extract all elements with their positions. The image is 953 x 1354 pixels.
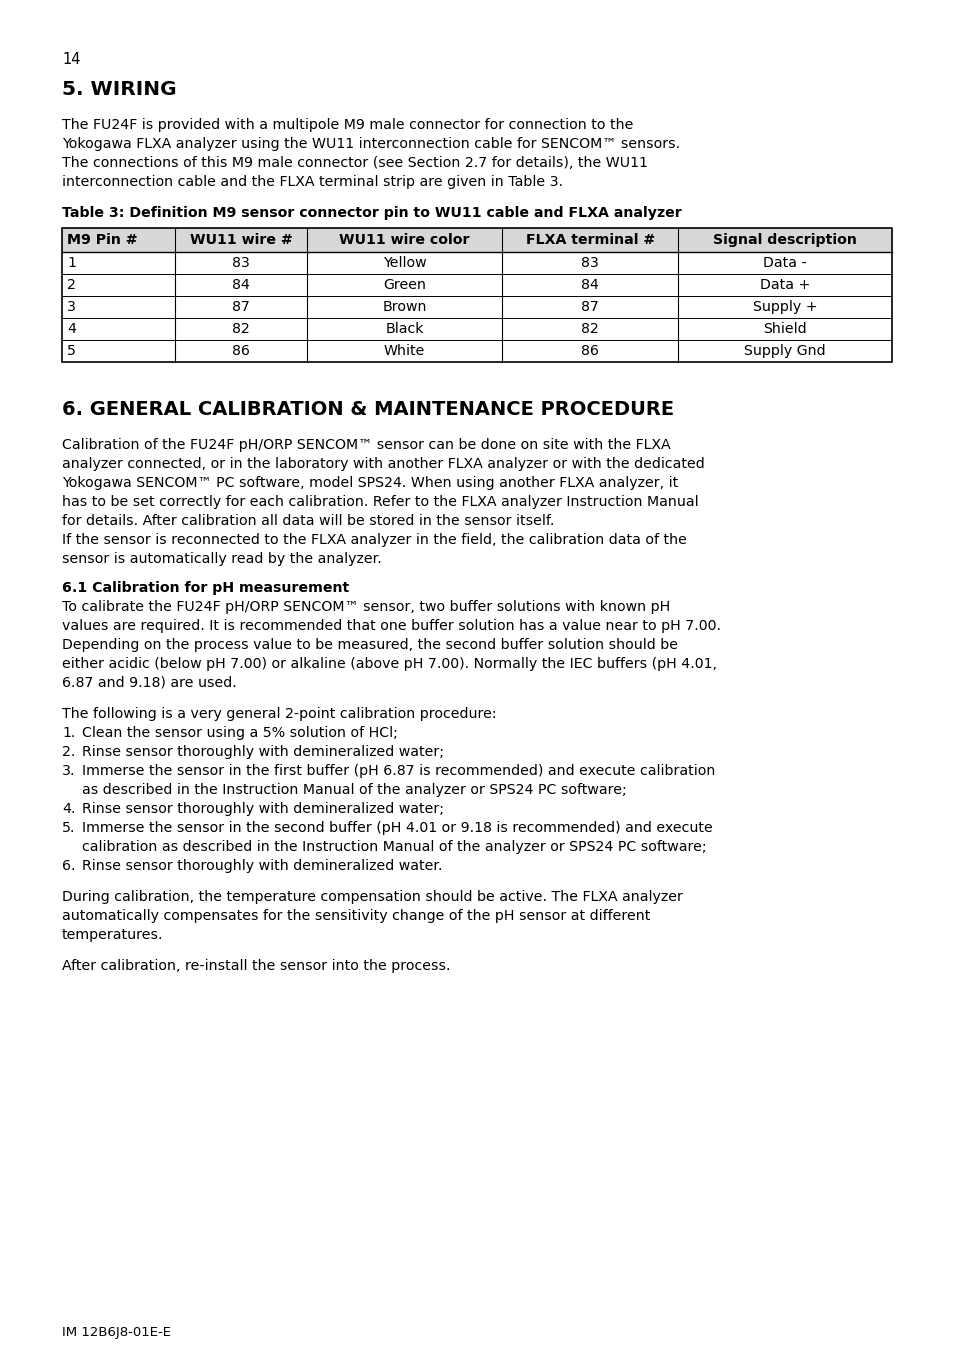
Text: either acidic (below pH 7.00) or alkaline (above pH 7.00). Normally the IEC buff: either acidic (below pH 7.00) or alkalin… <box>62 657 717 672</box>
Text: Depending on the process value to be measured, the second buffer solution should: Depending on the process value to be mea… <box>62 638 678 653</box>
Text: Immerse the sensor in the second buffer (pH 4.01 or 9.18 is recommended) and exe: Immerse the sensor in the second buffer … <box>82 821 712 835</box>
Text: During calibration, the temperature compensation should be active. The FLXA anal: During calibration, the temperature comp… <box>62 890 682 904</box>
Text: 87: 87 <box>580 301 598 314</box>
Text: 83: 83 <box>580 256 598 269</box>
Text: 3.: 3. <box>62 764 75 779</box>
Text: Data -: Data - <box>762 256 806 269</box>
Text: 5.: 5. <box>62 821 75 835</box>
Text: 1: 1 <box>67 256 76 269</box>
Text: 86: 86 <box>232 344 250 357</box>
Bar <box>62 227 891 252</box>
Text: 2: 2 <box>67 278 76 292</box>
Text: 6.87 and 9.18) are used.: 6.87 and 9.18) are used. <box>62 676 236 691</box>
Text: Green: Green <box>383 278 426 292</box>
Text: 87: 87 <box>232 301 250 314</box>
Text: values are required. It is recommended that one buffer solution has a value near: values are required. It is recommended t… <box>62 619 720 634</box>
Text: 1.: 1. <box>62 726 75 741</box>
Text: FLXA terminal #: FLXA terminal # <box>525 233 654 246</box>
Text: Yellow: Yellow <box>382 256 426 269</box>
Text: Black: Black <box>385 322 423 336</box>
Text: 86: 86 <box>580 344 598 357</box>
Text: Shield: Shield <box>762 322 806 336</box>
Text: calibration as described in the Instruction Manual of the analyzer or SPS24 PC s: calibration as described in the Instruct… <box>82 839 706 854</box>
Text: WU11 wire #: WU11 wire # <box>190 233 293 246</box>
Text: Rinse sensor thoroughly with demineralized water.: Rinse sensor thoroughly with demineraliz… <box>82 858 442 873</box>
Text: automatically compensates for the sensitivity change of the pH sensor at differe: automatically compensates for the sensit… <box>62 909 650 923</box>
Text: interconnection cable and the FLXA terminal strip are given in Table 3.: interconnection cable and the FLXA termi… <box>62 175 562 190</box>
Text: 4.: 4. <box>62 802 75 816</box>
Text: 14: 14 <box>62 51 80 66</box>
Text: The FU24F is provided with a multipole M9 male connector for connection to the: The FU24F is provided with a multipole M… <box>62 118 633 131</box>
Text: M9 Pin #: M9 Pin # <box>67 233 137 246</box>
Text: 84: 84 <box>580 278 598 292</box>
Text: Supply Gnd: Supply Gnd <box>743 344 825 357</box>
Text: Clean the sensor using a 5% solution of HCl;: Clean the sensor using a 5% solution of … <box>82 726 397 741</box>
Bar <box>62 227 891 362</box>
Text: To calibrate the FU24F pH/ORP SENCOM™ sensor, two buffer solutions with known pH: To calibrate the FU24F pH/ORP SENCOM™ se… <box>62 600 670 613</box>
Text: 82: 82 <box>233 322 250 336</box>
Text: 6.: 6. <box>62 858 75 873</box>
Text: If the sensor is reconnected to the FLXA analyzer in the field, the calibration : If the sensor is reconnected to the FLXA… <box>62 533 686 547</box>
Text: Brown: Brown <box>382 301 427 314</box>
Text: analyzer connected, or in the laboratory with another FLXA analyzer or with the : analyzer connected, or in the laboratory… <box>62 458 704 471</box>
Text: Rinse sensor thoroughly with demineralized water;: Rinse sensor thoroughly with demineraliz… <box>82 802 443 816</box>
Text: 82: 82 <box>580 322 598 336</box>
Text: 84: 84 <box>232 278 250 292</box>
Text: Rinse sensor thoroughly with demineralized water;: Rinse sensor thoroughly with demineraliz… <box>82 745 443 760</box>
Text: Data +: Data + <box>760 278 809 292</box>
Text: 4: 4 <box>67 322 76 336</box>
Text: Table 3: Definition M9 sensor connector pin to WU11 cable and FLXA analyzer: Table 3: Definition M9 sensor connector … <box>62 206 681 219</box>
Text: 6.1 Calibration for pH measurement: 6.1 Calibration for pH measurement <box>62 581 349 594</box>
Text: Signal description: Signal description <box>713 233 856 246</box>
Text: as described in the Instruction Manual of the analyzer or SPS24 PC software;: as described in the Instruction Manual o… <box>82 783 626 798</box>
Text: Calibration of the FU24F pH/ORP SENCOM™ sensor can be done on site with the FLXA: Calibration of the FU24F pH/ORP SENCOM™ … <box>62 437 670 452</box>
Text: The connections of this M9 male connector (see Section 2.7 for details), the WU1: The connections of this M9 male connecto… <box>62 156 647 171</box>
Text: for details. After calibration all data will be stored in the sensor itself.: for details. After calibration all data … <box>62 515 554 528</box>
Text: 5. WIRING: 5. WIRING <box>62 80 176 99</box>
Text: 5: 5 <box>67 344 76 357</box>
Text: 2.: 2. <box>62 745 75 760</box>
Text: The following is a very general 2-point calibration procedure:: The following is a very general 2-point … <box>62 707 497 720</box>
Text: IM 12B6J8-01E-E: IM 12B6J8-01E-E <box>62 1326 171 1339</box>
Text: Yokogawa SENCOM™ PC software, model SPS24. When using another FLXA analyzer, it: Yokogawa SENCOM™ PC software, model SPS2… <box>62 477 678 490</box>
Text: Supply +: Supply + <box>752 301 817 314</box>
Text: 83: 83 <box>232 256 250 269</box>
Text: 3: 3 <box>67 301 76 314</box>
Text: White: White <box>384 344 425 357</box>
Text: Yokogawa FLXA analyzer using the WU11 interconnection cable for SENCOM™ sensors.: Yokogawa FLXA analyzer using the WU11 in… <box>62 137 679 152</box>
Text: sensor is automatically read by the analyzer.: sensor is automatically read by the anal… <box>62 552 381 566</box>
Text: has to be set correctly for each calibration. Refer to the FLXA analyzer Instruc: has to be set correctly for each calibra… <box>62 496 698 509</box>
Text: temperatures.: temperatures. <box>62 927 163 942</box>
Text: Immerse the sensor in the first buffer (pH 6.87 is recommended) and execute cali: Immerse the sensor in the first buffer (… <box>82 764 715 779</box>
Text: 6. GENERAL CALIBRATION & MAINTENANCE PROCEDURE: 6. GENERAL CALIBRATION & MAINTENANCE PRO… <box>62 399 674 418</box>
Text: After calibration, re-install the sensor into the process.: After calibration, re-install the sensor… <box>62 959 450 974</box>
Text: WU11 wire color: WU11 wire color <box>339 233 470 246</box>
